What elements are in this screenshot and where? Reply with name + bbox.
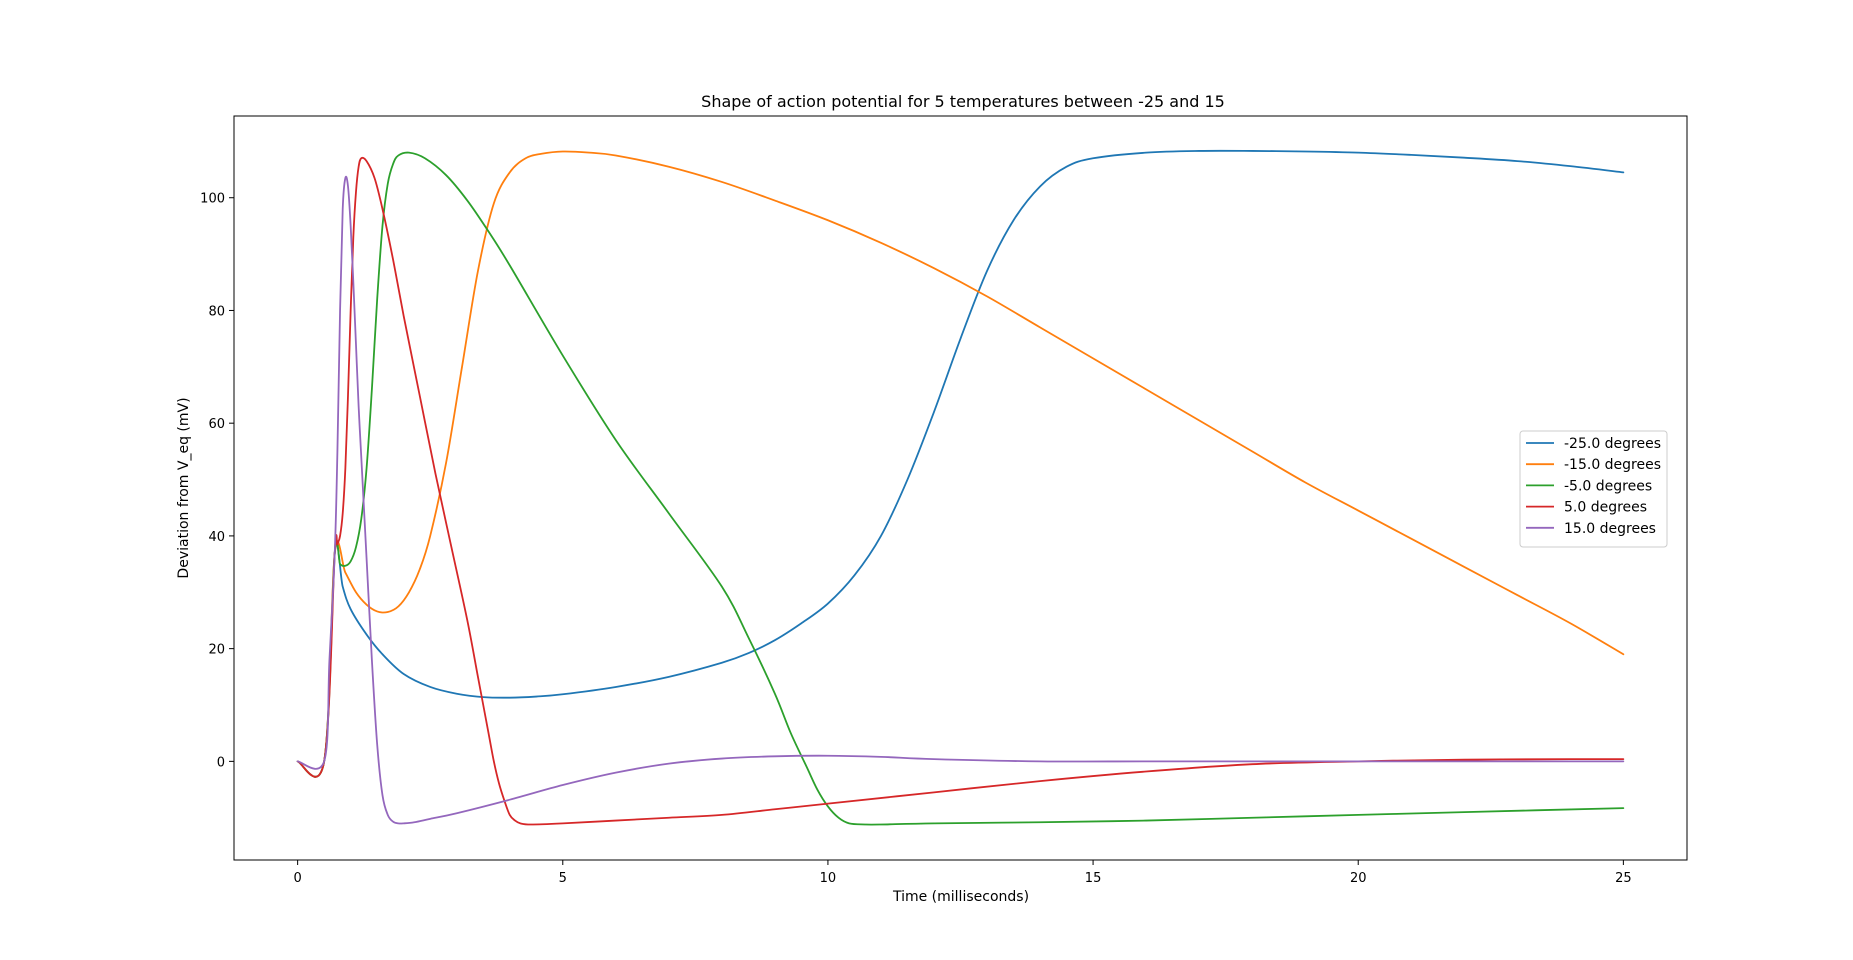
chart-title: Shape of action potential for 5 temperat… <box>701 92 1225 111</box>
x-tick-label: 10 <box>820 871 837 886</box>
legend-label-1: -25.0 degrees <box>1564 436 1661 452</box>
y-axis-label: Deviation from V_eq (mV) <box>176 397 192 578</box>
x-tick-label: 20 <box>1350 871 1367 886</box>
legend-label-5: 15.0 degrees <box>1564 521 1656 537</box>
y-tick-label: 20 <box>208 643 225 658</box>
series-line-5 <box>296 175 1625 825</box>
legend: -25.0 degrees -15.0 degrees -5.0 degrees 5.… <box>1519 430 1668 548</box>
x-tick-label: 0 <box>293 871 301 886</box>
series-line-2 <box>296 150 1625 778</box>
y-tick-label: 0 <box>217 755 225 770</box>
x-axis-label: Time (milliseconds) <box>892 889 1029 905</box>
series-line-3 <box>296 151 1625 826</box>
series-line-4 <box>296 156 1625 826</box>
legend-label-2: -15.0 degrees <box>1564 457 1661 473</box>
y-tick-label: 40 <box>208 530 225 545</box>
x-tick-label: 25 <box>1615 871 1632 886</box>
x-tick-label: 15 <box>1085 871 1102 886</box>
legend-label-4: 5.0 degrees <box>1564 500 1647 516</box>
series-line-1 <box>296 149 1625 778</box>
series-layer <box>296 149 1625 826</box>
y-axis: 0 20 40 60 80 100 <box>200 192 234 770</box>
legend-box <box>1519 430 1668 548</box>
x-tick-label: 5 <box>559 871 567 886</box>
y-tick-label: 60 <box>208 417 225 432</box>
plot-area-frame <box>233 115 1688 861</box>
y-tick-label: 100 <box>200 192 225 207</box>
y-tick-label: 80 <box>208 304 225 319</box>
x-axis: 0 5 10 15 20 25 <box>293 860 1632 886</box>
legend-label-3: -5.0 degrees <box>1564 478 1652 494</box>
